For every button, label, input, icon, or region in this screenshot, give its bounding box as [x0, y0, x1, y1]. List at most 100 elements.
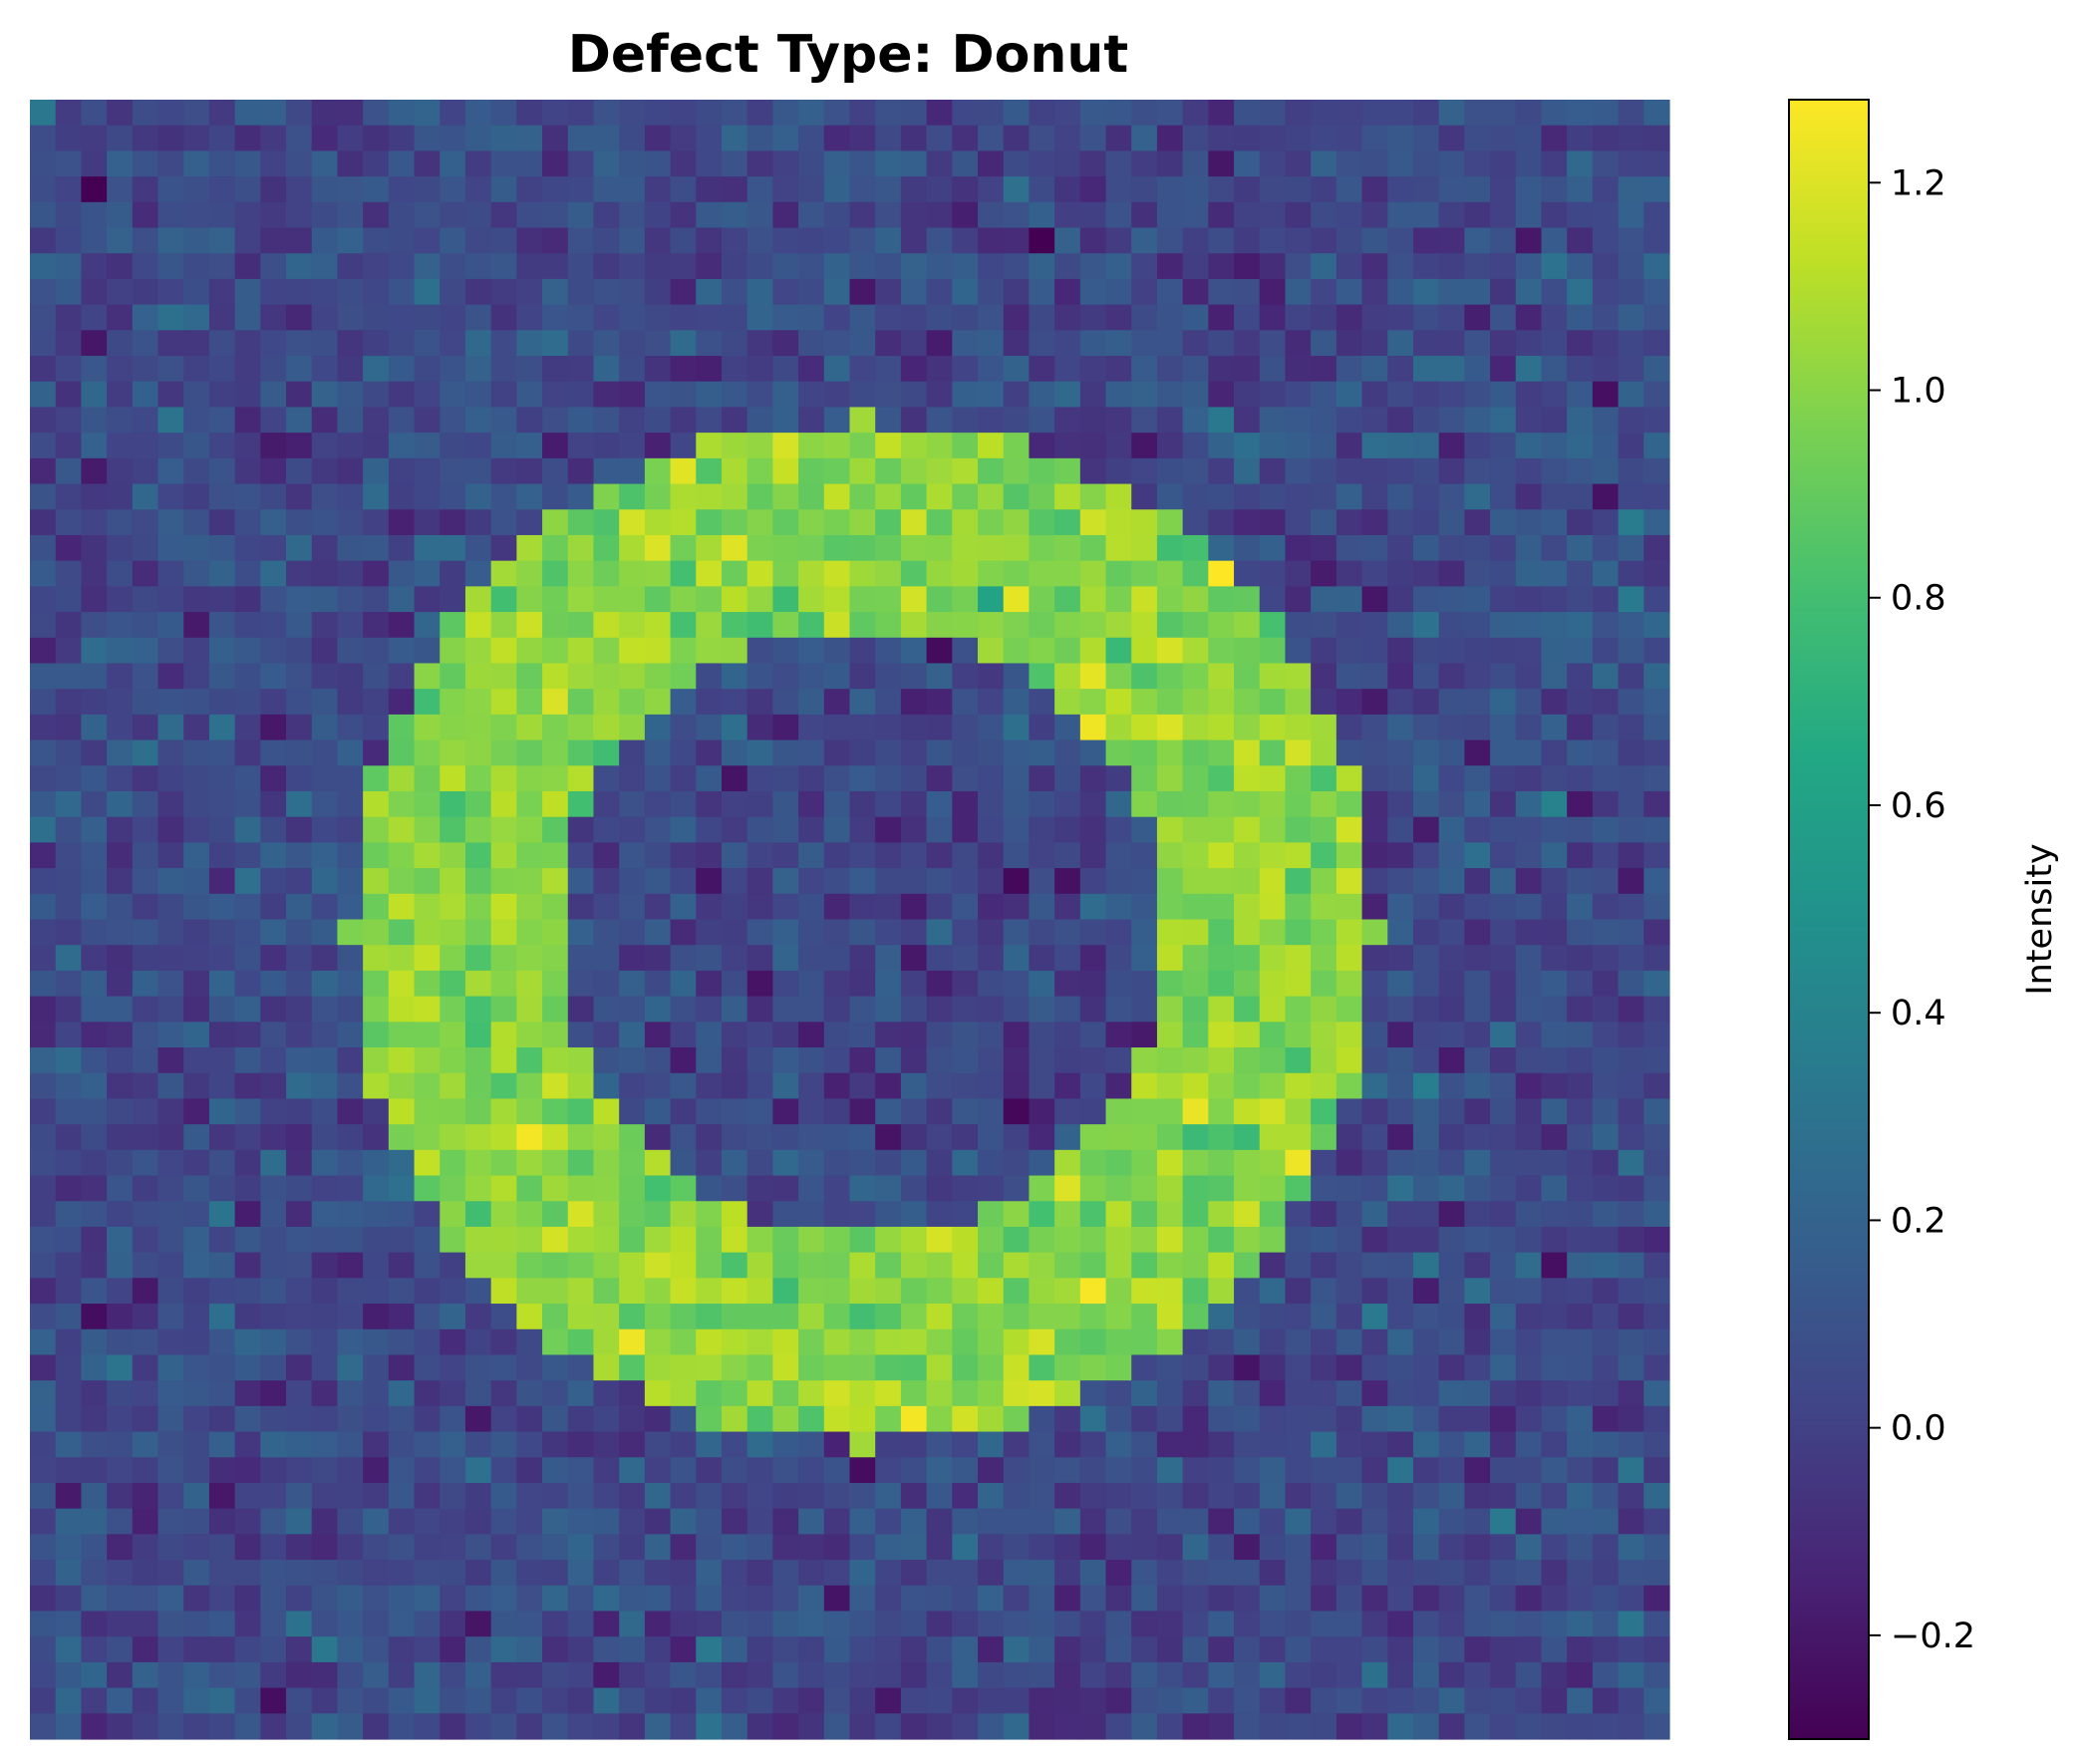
heatmap-cell: [234, 1713, 261, 1740]
heatmap-cell: [388, 663, 416, 690]
heatmap-cell: [670, 1457, 697, 1484]
heatmap-cell: [464, 100, 492, 127]
heatmap-cell: [30, 996, 57, 1023]
heatmap-cell: [132, 278, 159, 306]
heatmap-cell: [926, 790, 953, 818]
heatmap-cell: [260, 381, 287, 409]
heatmap-cell: [1490, 842, 1517, 869]
heatmap-cell: [1156, 100, 1184, 127]
heatmap-cell: [1054, 100, 1081, 127]
heatmap-cell: [849, 150, 876, 177]
heatmap-cell: [1412, 1457, 1440, 1484]
heatmap-cell: [1234, 176, 1261, 203]
heatmap-cell: [1336, 253, 1363, 280]
heatmap-cell: [1541, 1354, 1568, 1381]
heatmap-cell: [464, 1072, 492, 1100]
heatmap-cell: [542, 714, 569, 741]
heatmap-cell: [260, 509, 287, 536]
heatmap-cell: [183, 1201, 210, 1228]
heatmap-cell: [1438, 483, 1465, 510]
heatmap-cell: [1259, 919, 1287, 946]
heatmap-cell: [1387, 945, 1414, 972]
heatmap-cell: [490, 1226, 517, 1254]
heatmap-cell: [1438, 356, 1465, 383]
heatmap-cell: [619, 1124, 646, 1151]
heatmap-cell: [670, 1534, 697, 1561]
heatmap-cell: [1387, 1252, 1414, 1279]
heatmap-cell: [414, 637, 441, 665]
heatmap-cell: [619, 457, 646, 485]
heatmap-cell: [1490, 945, 1517, 972]
heatmap-cell: [208, 1124, 236, 1151]
heatmap-cell: [234, 1431, 261, 1458]
heatmap-cell: [978, 1252, 1005, 1279]
heatmap-cell: [926, 1124, 953, 1151]
heatmap-cell: [1054, 1098, 1081, 1125]
heatmap-cell: [1079, 612, 1107, 639]
heatmap-cell: [1079, 125, 1107, 151]
heatmap-cell: [849, 893, 876, 921]
heatmap-cell: [670, 1354, 697, 1381]
heatmap-cell: [464, 1508, 492, 1535]
heatmap-cell: [1361, 433, 1388, 459]
heatmap-cell: [1003, 1124, 1031, 1151]
heatmap-cell: [363, 1175, 390, 1202]
heatmap-cell: [567, 1560, 595, 1587]
heatmap-cell: [900, 407, 928, 434]
heatmap-cell: [1131, 407, 1158, 434]
heatmap-cell: [388, 1252, 416, 1279]
heatmap-cell: [81, 330, 108, 357]
heatmap-cell: [849, 996, 876, 1023]
heatmap-cell: [337, 227, 364, 254]
heatmap-cell: [926, 1380, 953, 1407]
heatmap-cell: [567, 1636, 595, 1663]
heatmap-cell: [1131, 457, 1158, 485]
heatmap-cell: [1515, 689, 1543, 716]
heatmap-cell: [311, 1252, 339, 1279]
heatmap-cell: [1618, 253, 1644, 280]
heatmap-cell: [157, 893, 184, 921]
heatmap-cell: [1131, 330, 1158, 357]
heatmap-cell: [55, 586, 82, 613]
heatmap-cell: [208, 1482, 236, 1510]
heatmap-cell: [1105, 381, 1132, 409]
heatmap-cell: [1029, 1175, 1055, 1202]
heatmap-cell: [1208, 1661, 1235, 1689]
heatmap-cell: [1541, 304, 1568, 331]
heatmap-cell: [567, 1687, 595, 1714]
heatmap-cell: [619, 1149, 646, 1177]
heatmap-cell: [286, 1149, 313, 1177]
heatmap-cell: [337, 714, 364, 741]
heatmap-cell: [464, 1560, 492, 1587]
heatmap-cell: [746, 663, 773, 690]
heatmap-cell: [1361, 893, 1388, 921]
heatmap-cell: [183, 125, 210, 151]
heatmap-cell: [926, 1098, 953, 1125]
heatmap-cell: [260, 637, 287, 665]
heatmap-cell: [1285, 1149, 1312, 1177]
heatmap-cell: [1156, 996, 1184, 1023]
heatmap-cell: [234, 227, 261, 254]
heatmap-cell: [363, 893, 390, 921]
heatmap-cell: [1131, 304, 1158, 331]
heatmap-cell: [721, 1098, 748, 1125]
heatmap-cell: [1259, 689, 1287, 716]
heatmap-cell: [670, 433, 697, 459]
heatmap-cell: [1361, 1354, 1388, 1381]
heatmap-cell: [1182, 1661, 1209, 1689]
heatmap-cell: [311, 534, 339, 562]
heatmap-cell: [1054, 356, 1081, 383]
heatmap-cell: [926, 560, 953, 587]
heatmap-cell: [363, 150, 390, 177]
heatmap-cell: [1618, 100, 1644, 127]
heatmap-cell: [208, 1534, 236, 1561]
heatmap-cell: [1438, 1149, 1465, 1177]
heatmap-cell: [798, 970, 825, 998]
heatmap-cell: [157, 1482, 184, 1510]
heatmap-cell: [1003, 253, 1031, 280]
heatmap-cell: [1541, 1072, 1568, 1100]
heatmap-cell: [1003, 560, 1031, 587]
heatmap-cell: [440, 1482, 466, 1510]
heatmap-cell: [157, 100, 184, 127]
heatmap-cell: [849, 1047, 876, 1074]
